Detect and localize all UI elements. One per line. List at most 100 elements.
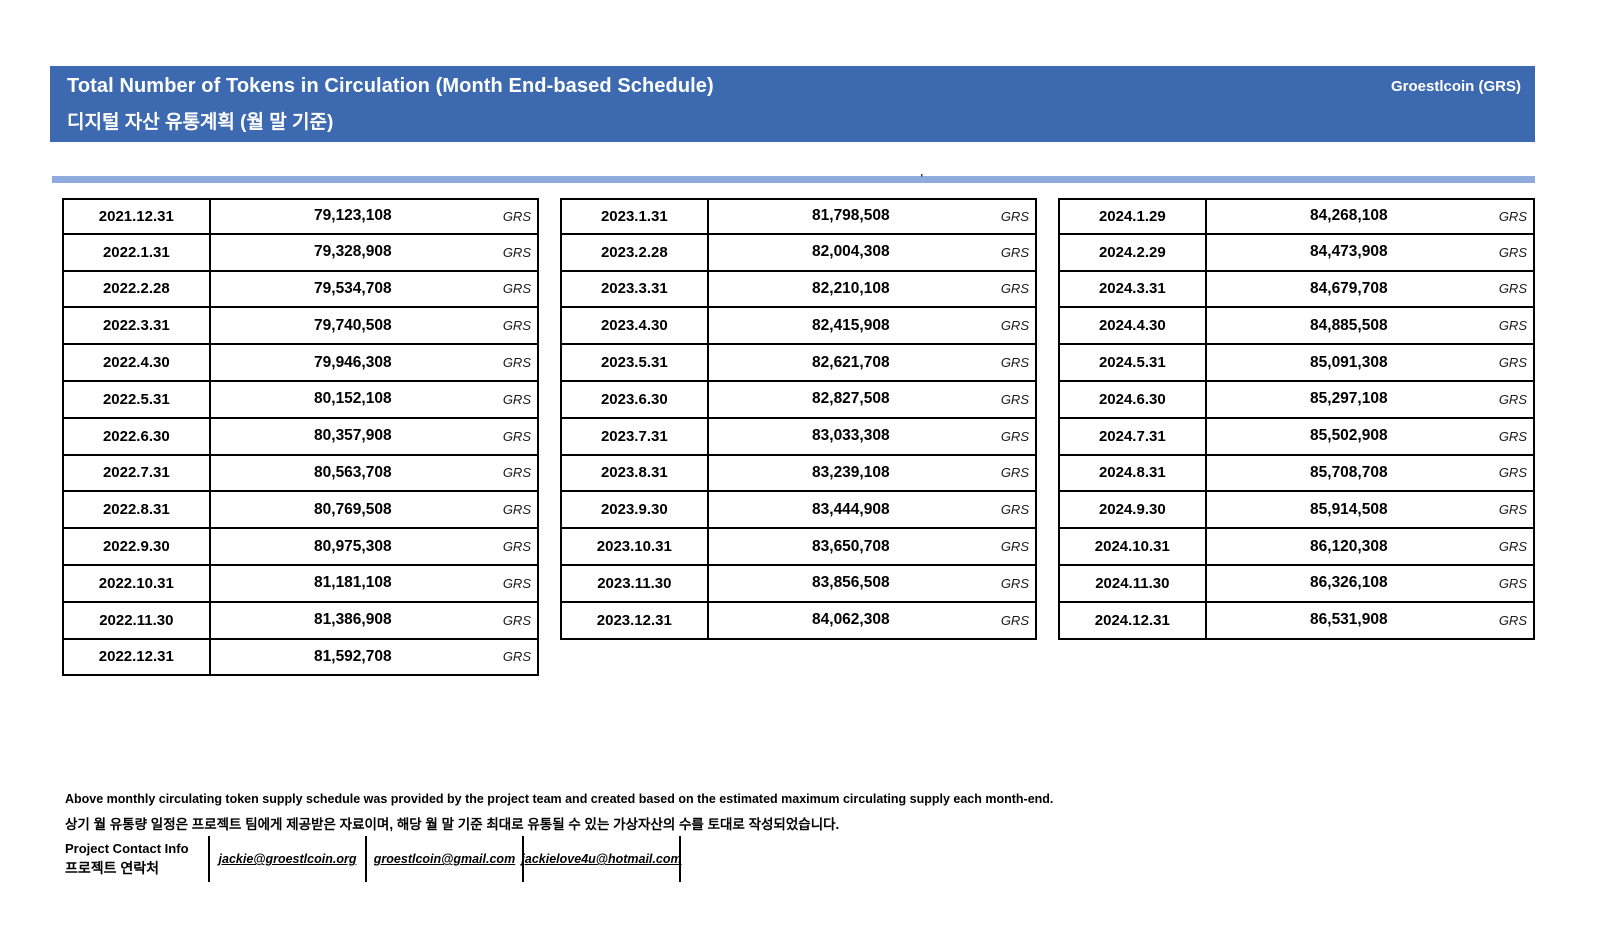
unit-label: GRS xyxy=(1000,502,1029,518)
header-banner: Total Number of Tokens in Circulation (M… xyxy=(50,66,1535,142)
token-amount: 80,152,108 xyxy=(314,390,392,408)
value-cell: 83,239,108 GRS xyxy=(709,456,1035,491)
date-cell: 2022.2.28 xyxy=(64,271,211,307)
token-amount: 83,650,708 xyxy=(812,537,890,555)
value-cell: 83,856,508 GRS xyxy=(709,566,1035,601)
date-cell: 2022.9.30 xyxy=(64,529,211,564)
table-row: 2022.6.30 80,357,908 GRS xyxy=(62,418,539,456)
token-amount: 86,531,908 xyxy=(1310,611,1388,629)
date-cell: 2022.6.30 xyxy=(64,418,211,454)
table-row: 2022.12.31 81,592,708 GRS xyxy=(62,639,539,677)
token-amount: 85,502,908 xyxy=(1310,427,1388,445)
token-amount: 80,769,508 xyxy=(314,500,392,518)
date-cell: 2022.10.31 xyxy=(64,565,211,601)
coin-name-badge: Groestlcoin (GRS) xyxy=(1390,78,1521,95)
table-row: 2022.4.30 79,946,308 GRS xyxy=(62,345,539,382)
table-row: 2024.4.30 84,885,508 GRS xyxy=(1058,308,1535,346)
divider-mark: ' xyxy=(920,173,923,184)
token-amount: 80,357,908 xyxy=(314,427,392,445)
table-row: 2022.2.28 79,534,708 GRS xyxy=(62,271,539,309)
date-cell: 2024.6.30 xyxy=(1060,381,1207,417)
unit-label: GRS xyxy=(1000,428,1029,444)
value-cell: 81,592,708 GRS xyxy=(211,640,537,675)
unit-label: GRS xyxy=(502,539,531,555)
token-amount: 84,268,108 xyxy=(1310,207,1388,225)
date-cell: 2023.5.31 xyxy=(562,345,709,380)
token-amount: 84,679,708 xyxy=(1310,279,1388,297)
date-cell: 2024.5.31 xyxy=(1060,345,1207,380)
unit-label: GRS xyxy=(1498,208,1527,224)
date-cell: 2023.4.30 xyxy=(562,308,709,344)
date-cell: 2023.9.30 xyxy=(562,492,709,528)
contact-email-cell: groestlcoin@gmail.com xyxy=(365,836,522,882)
table-row: 2024.8.31 85,708,708 GRS xyxy=(1058,455,1535,493)
contact-email-cell: jackie@groestlcoin.org xyxy=(208,836,365,882)
value-cell: 85,091,308 GRS xyxy=(1207,345,1533,380)
unit-label: GRS xyxy=(502,391,531,407)
date-cell: 2023.11.30 xyxy=(562,565,709,601)
contact-label-korean: 프로젝트 연락처 xyxy=(65,859,160,876)
table-row: 2024.10.31 86,120,308 GRS xyxy=(1058,529,1535,566)
table-row: 2023.8.31 83,239,108 GRS xyxy=(560,455,1037,493)
value-cell: 80,152,108 GRS xyxy=(211,382,537,417)
date-cell: 2022.12.31 xyxy=(64,639,211,675)
date-cell: 2023.2.28 xyxy=(562,234,709,270)
token-amount: 82,210,108 xyxy=(812,279,890,297)
unit-label: GRS xyxy=(1000,391,1029,407)
table-row: 2024.1.29 84,268,108 GRS xyxy=(1058,198,1535,235)
unit-label: GRS xyxy=(1000,355,1029,371)
token-amount: 79,946,308 xyxy=(314,353,392,371)
value-cell: 82,004,308 GRS xyxy=(709,235,1035,270)
unit-label: GRS xyxy=(1498,575,1527,591)
value-cell: 80,563,708 GRS xyxy=(211,456,537,491)
unit-label: GRS xyxy=(1000,465,1029,481)
unit-label: GRS xyxy=(1498,391,1527,407)
token-amount: 85,297,108 xyxy=(1310,390,1388,408)
value-cell: 84,062,308 GRS xyxy=(709,603,1035,638)
unit-label: GRS xyxy=(1498,318,1527,334)
table-row: 2023.3.31 82,210,108 GRS xyxy=(560,271,1037,309)
table-row: 2023.4.30 82,415,908 GRS xyxy=(560,308,1037,346)
date-cell: 2022.1.31 xyxy=(64,234,211,270)
value-cell: 79,534,708 GRS xyxy=(211,272,537,307)
unit-label: GRS xyxy=(502,502,531,518)
date-cell: 2024.8.31 xyxy=(1060,455,1207,491)
token-amount: 81,386,908 xyxy=(314,611,392,629)
unit-label: GRS xyxy=(1000,281,1029,297)
email-link-1[interactable]: jackie@groestlcoin.org xyxy=(218,852,357,866)
date-cell: 2024.9.30 xyxy=(1060,492,1207,528)
date-cell: 2023.7.31 xyxy=(562,418,709,454)
value-cell: 81,181,108 GRS xyxy=(211,566,537,601)
table-row: 2023.10.31 83,650,708 GRS xyxy=(560,529,1037,566)
unit-label: GRS xyxy=(502,318,531,334)
token-amount: 84,473,908 xyxy=(1310,243,1388,261)
date-cell: 2024.7.31 xyxy=(1060,418,1207,454)
token-amount: 83,033,308 xyxy=(812,427,890,445)
unit-label: GRS xyxy=(1498,612,1527,628)
token-amount: 83,239,108 xyxy=(812,463,890,481)
token-amount: 79,123,108 xyxy=(314,207,392,225)
email-link-3[interactable]: jackielove4u@hotmail.com xyxy=(521,852,682,866)
unit-label: GRS xyxy=(1498,281,1527,297)
project-contact-info: Project Contact Info 프로젝트 연락처 jackie@gro… xyxy=(65,836,682,882)
unit-label: GRS xyxy=(502,281,531,297)
table-row: 2023.5.31 82,621,708 GRS xyxy=(560,345,1037,382)
schedule-table-2024: 2024.1.29 84,268,108 GRS 2024.2.29 84,47… xyxy=(1058,198,1535,640)
date-cell: 2024.3.31 xyxy=(1060,271,1207,307)
table-row: 2022.3.31 79,740,508 GRS xyxy=(62,308,539,346)
date-cell: 2024.1.29 xyxy=(1060,200,1207,233)
value-cell: 80,357,908 GRS xyxy=(211,419,537,454)
unit-label: GRS xyxy=(502,428,531,444)
token-amount: 85,091,308 xyxy=(1310,353,1388,371)
contact-email-cell: jackielove4u@hotmail.com xyxy=(521,836,682,882)
table-row: 2024.5.31 85,091,308 GRS xyxy=(1058,345,1535,382)
table-row: 2021.12.31 79,123,108 GRS xyxy=(62,198,539,235)
unit-label: GRS xyxy=(1000,208,1029,224)
value-cell: 84,885,508 GRS xyxy=(1207,308,1533,343)
unit-label: GRS xyxy=(1498,465,1527,481)
date-cell: 2024.4.30 xyxy=(1060,308,1207,344)
value-cell: 85,502,908 GRS xyxy=(1207,419,1533,454)
unit-label: GRS xyxy=(502,208,531,224)
email-link-2[interactable]: groestlcoin@gmail.com xyxy=(373,852,516,866)
contact-label-english: Project Contact Info xyxy=(65,840,189,856)
